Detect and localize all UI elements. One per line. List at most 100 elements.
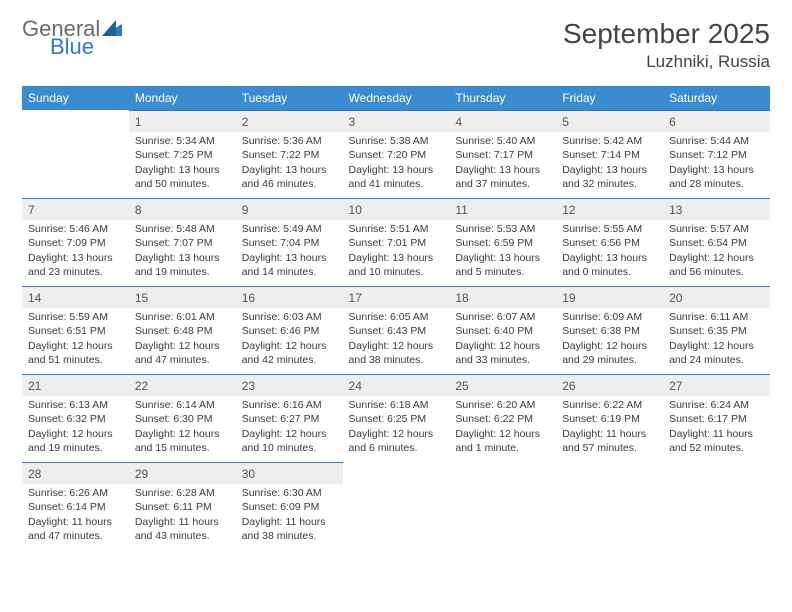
sunset-text: Sunset: 6:35 PM xyxy=(669,324,764,338)
day-body: Sunrise: 6:11 AMSunset: 6:35 PMDaylight:… xyxy=(663,308,770,373)
weekday-header: Friday xyxy=(556,86,663,110)
day-number: 29 xyxy=(129,462,236,484)
daylight-text: Daylight: 12 hours and 15 minutes. xyxy=(135,427,230,455)
calendar-cell: 3Sunrise: 5:38 AMSunset: 7:20 PMDaylight… xyxy=(343,110,450,198)
calendar-cell: 18Sunrise: 6:07 AMSunset: 6:40 PMDayligh… xyxy=(449,286,556,374)
day-body: Sunrise: 5:55 AMSunset: 6:56 PMDaylight:… xyxy=(556,220,663,285)
daylight-text: Daylight: 12 hours and 42 minutes. xyxy=(242,339,337,367)
day-body: Sunrise: 5:36 AMSunset: 7:22 PMDaylight:… xyxy=(236,132,343,197)
sunrise-text: Sunrise: 6:03 AM xyxy=(242,310,337,324)
daylight-text: Daylight: 13 hours and 10 minutes. xyxy=(349,251,444,279)
sunrise-text: Sunrise: 6:20 AM xyxy=(455,398,550,412)
day-number: 18 xyxy=(449,286,556,308)
day-number: 17 xyxy=(343,286,450,308)
sunset-text: Sunset: 6:56 PM xyxy=(562,236,657,250)
sunset-text: Sunset: 7:17 PM xyxy=(455,148,550,162)
sunrise-text: Sunrise: 5:34 AM xyxy=(135,134,230,148)
day-number: 4 xyxy=(449,110,556,132)
sunrise-text: Sunrise: 6:22 AM xyxy=(562,398,657,412)
sunset-text: Sunset: 6:25 PM xyxy=(349,412,444,426)
day-body: Sunrise: 6:13 AMSunset: 6:32 PMDaylight:… xyxy=(22,396,129,461)
daylight-text: Daylight: 12 hours and 19 minutes. xyxy=(28,427,123,455)
day-body xyxy=(663,484,770,492)
day-number: 7 xyxy=(22,198,129,220)
daylight-text: Daylight: 12 hours and 24 minutes. xyxy=(669,339,764,367)
sunrise-text: Sunrise: 6:05 AM xyxy=(349,310,444,324)
sunrise-text: Sunrise: 6:14 AM xyxy=(135,398,230,412)
calendar-cell: 24Sunrise: 6:18 AMSunset: 6:25 PMDayligh… xyxy=(343,374,450,462)
daylight-text: Daylight: 13 hours and 32 minutes. xyxy=(562,163,657,191)
day-body: Sunrise: 5:44 AMSunset: 7:12 PMDaylight:… xyxy=(663,132,770,197)
sunset-text: Sunset: 6:09 PM xyxy=(242,500,337,514)
calendar-cell: 27Sunrise: 6:24 AMSunset: 6:17 PMDayligh… xyxy=(663,374,770,462)
day-body: Sunrise: 5:59 AMSunset: 6:51 PMDaylight:… xyxy=(22,308,129,373)
sunset-text: Sunset: 6:38 PM xyxy=(562,324,657,338)
calendar-cell: 30Sunrise: 6:30 AMSunset: 6:09 PMDayligh… xyxy=(236,462,343,550)
sunset-text: Sunset: 6:59 PM xyxy=(455,236,550,250)
location-label: Luzhniki, Russia xyxy=(563,52,770,72)
day-number: 13 xyxy=(663,198,770,220)
calendar-cell: 15Sunrise: 6:01 AMSunset: 6:48 PMDayligh… xyxy=(129,286,236,374)
day-number: 2 xyxy=(236,110,343,132)
daylight-text: Daylight: 11 hours and 47 minutes. xyxy=(28,515,123,543)
daylight-text: Daylight: 13 hours and 0 minutes. xyxy=(562,251,657,279)
calendar-cell: 16 Sunrise: 6:03 AMSunset: 6:46 PMDayligh… xyxy=(236,286,343,374)
sunrise-text: Sunrise: 6:01 AM xyxy=(135,310,230,324)
day-number: 22 xyxy=(129,374,236,396)
day-number: 10 xyxy=(343,198,450,220)
daylight-text: Daylight: 13 hours and 5 minutes. xyxy=(455,251,550,279)
weekday-header-row: Sunday Monday Tuesday Wednesday Thursday… xyxy=(22,86,770,110)
sunset-text: Sunset: 6:27 PM xyxy=(242,412,337,426)
sunrise-text: Sunrise: 5:55 AM xyxy=(562,222,657,236)
day-number: 16 xyxy=(236,286,343,308)
day-number: 8 xyxy=(129,198,236,220)
calendar-cell: 20Sunrise: 6:11 AMSunset: 6:35 PMDayligh… xyxy=(663,286,770,374)
month-title: September 2025 xyxy=(563,18,770,50)
calendar-row: 1Sunrise: 5:34 AMSunset: 7:25 PMDaylight… xyxy=(22,110,770,198)
day-body: Sunrise: 6:09 AMSunset: 6:38 PMDaylight:… xyxy=(556,308,663,373)
calendar-cell: 4Sunrise: 5:40 AMSunset: 7:17 PMDaylight… xyxy=(449,110,556,198)
day-number: 19 xyxy=(556,286,663,308)
day-body: Sunrise: 6:07 AMSunset: 6:40 PMDaylight:… xyxy=(449,308,556,373)
sunrise-text: Sunrise: 5:40 AM xyxy=(455,134,550,148)
daylight-text: Daylight: 13 hours and 50 minutes. xyxy=(135,163,230,191)
sunrise-text: Sunrise: 6:30 AM xyxy=(242,486,337,500)
daylight-text: Daylight: 12 hours and 1 minute. xyxy=(455,427,550,455)
sunrise-text: Sunrise: 5:59 AM xyxy=(28,310,123,324)
daylight-text: Daylight: 12 hours and 51 minutes. xyxy=(28,339,123,367)
daylight-text: Daylight: 12 hours and 10 minutes. xyxy=(242,427,337,455)
day-number: 11 xyxy=(449,198,556,220)
sunrise-text: Sunrise: 6:11 AM xyxy=(669,310,764,324)
day-number: 15 xyxy=(129,286,236,308)
sunset-text: Sunset: 7:04 PM xyxy=(242,236,337,250)
day-number: 27 xyxy=(663,374,770,396)
day-number: 30 xyxy=(236,462,343,484)
sunrise-text: Sunrise: 6:13 AM xyxy=(28,398,123,412)
sunset-text: Sunset: 6:43 PM xyxy=(349,324,444,338)
title-block: September 2025 Luzhniki, Russia xyxy=(563,18,770,72)
calendar-cell: 10 Sunrise: 5:51 AMSunset: 7:01 PMDayligh… xyxy=(343,198,450,286)
sunset-text: Sunset: 7:07 PM xyxy=(135,236,230,250)
calendar-cell: 28Sunrise: 6:26 AMSunset: 6:14 PMDayligh… xyxy=(22,462,129,550)
day-body: Sunrise: 5:38 AMSunset: 7:20 PMDaylight:… xyxy=(343,132,450,197)
sunset-text: Sunset: 7:01 PM xyxy=(349,236,444,250)
day-body: Sunrise: 6:01 AMSunset: 6:48 PMDaylight:… xyxy=(129,308,236,373)
day-number: 12 xyxy=(556,198,663,220)
calendar-cell: 23Sunrise: 6:16 AMSunset: 6:27 PMDayligh… xyxy=(236,374,343,462)
day-body: Sunrise: 5:48 AMSunset: 7:07 PMDaylight:… xyxy=(129,220,236,285)
calendar-row: 14Sunrise: 5:59 AMSunset: 6:51 PMDayligh… xyxy=(22,286,770,374)
calendar-cell: 1Sunrise: 5:34 AMSunset: 7:25 PMDaylight… xyxy=(129,110,236,198)
weekday-header: Thursday xyxy=(449,86,556,110)
sunrise-text: Sunrise: 5:49 AM xyxy=(242,222,337,236)
daylight-text: Daylight: 12 hours and 33 minutes. xyxy=(455,339,550,367)
day-number: 26 xyxy=(556,374,663,396)
calendar-row: 28Sunrise: 6:26 AMSunset: 6:14 PMDayligh… xyxy=(22,462,770,550)
sunset-text: Sunset: 6:40 PM xyxy=(455,324,550,338)
header: General Blue September 2025 Luzhniki, Ru… xyxy=(22,18,770,72)
sunset-text: Sunset: 6:46 PM xyxy=(242,324,337,338)
sunset-text: Sunset: 7:09 PM xyxy=(28,236,123,250)
sunrise-text: Sunrise: 6:09 AM xyxy=(562,310,657,324)
sunrise-text: Sunrise: 5:51 AM xyxy=(349,222,444,236)
calendar-cell: 11Sunrise: 5:53 AMSunset: 6:59 PMDayligh… xyxy=(449,198,556,286)
sunrise-text: Sunrise: 6:16 AM xyxy=(242,398,337,412)
